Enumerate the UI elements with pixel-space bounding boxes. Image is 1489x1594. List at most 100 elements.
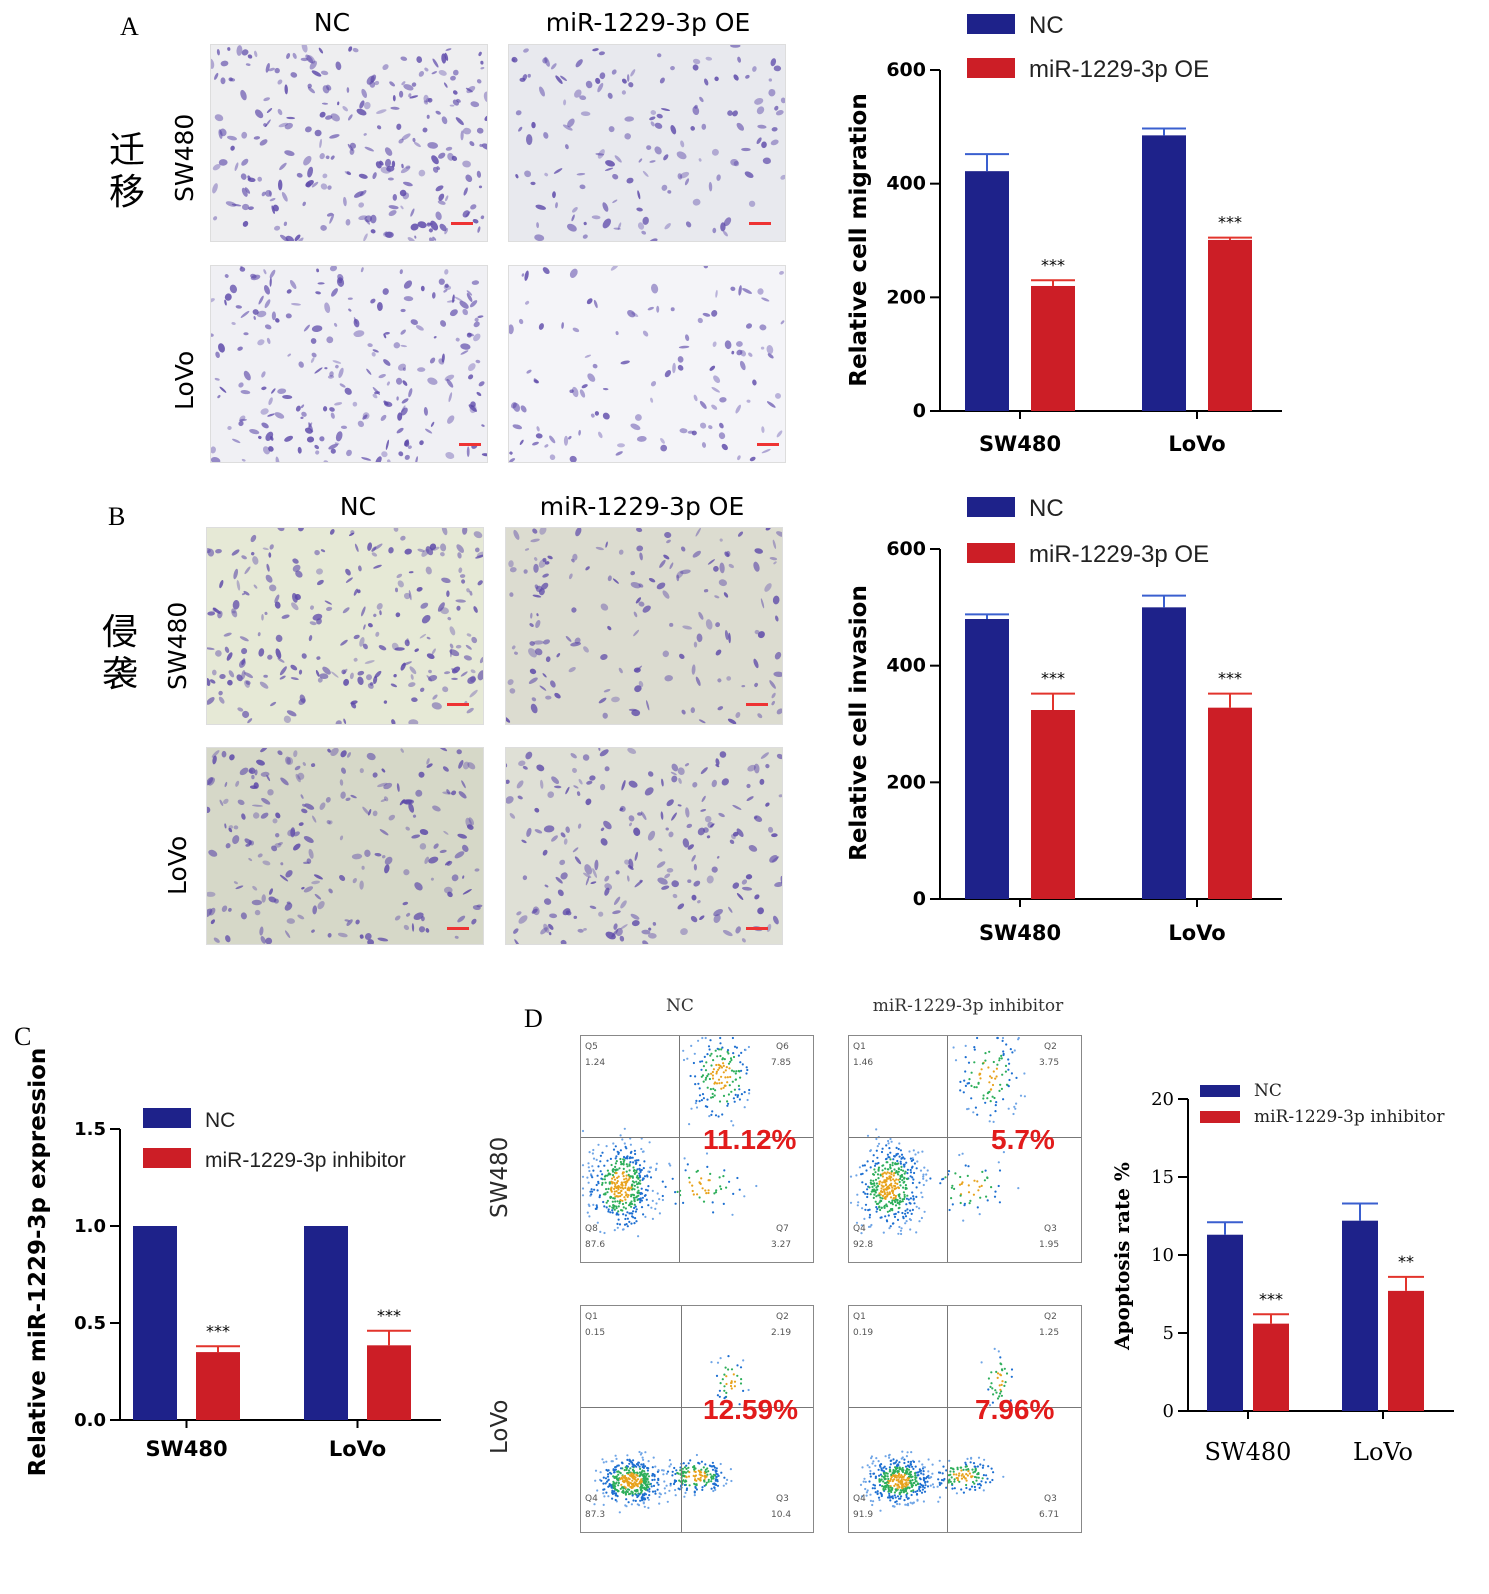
legend-label: miR-1229-3p OE bbox=[1029, 541, 1209, 568]
quadrant-value: 92.8 bbox=[853, 1240, 874, 1250]
category-label: SW480 bbox=[1205, 1438, 1292, 1466]
bar-treatment bbox=[196, 1352, 240, 1420]
legend-swatch bbox=[967, 14, 1015, 34]
category-label: SW480 bbox=[145, 1437, 227, 1461]
category-label: LoVo bbox=[1353, 1438, 1413, 1466]
y-tick-label: 600 bbox=[886, 538, 926, 560]
quadrant-label: Q3 bbox=[1044, 1224, 1057, 1234]
column-label-oe: miR-1229-3p OE bbox=[545, 8, 751, 37]
quadrant-value: 91.9 bbox=[853, 1510, 874, 1520]
stain-texture bbox=[506, 748, 782, 944]
micrograph bbox=[505, 527, 783, 725]
panel-label-c: C bbox=[14, 1022, 32, 1051]
y-tick-label: 0.5 bbox=[74, 1313, 106, 1334]
column-label-nc: NC bbox=[313, 8, 351, 37]
column-label-nc: NC bbox=[666, 996, 694, 1016]
apoptosis-percent: 5.7% bbox=[991, 1124, 1055, 1155]
quadrant-label: Q2 bbox=[1044, 1312, 1057, 1322]
legend-swatch bbox=[967, 497, 1015, 517]
bar-nc bbox=[1142, 607, 1186, 899]
bar-treatment bbox=[1388, 1290, 1424, 1411]
micrograph bbox=[206, 527, 484, 725]
legend-label: miR-1229-3p OE bbox=[1029, 56, 1209, 83]
quadrant-value: 1.95 bbox=[1039, 1240, 1060, 1250]
significance-label: *** bbox=[1218, 213, 1242, 232]
category-label: SW480 bbox=[979, 432, 1061, 456]
scatter-dots bbox=[581, 1036, 758, 1238]
bar-nc bbox=[304, 1226, 348, 1420]
scale-bar bbox=[451, 222, 473, 225]
stain-texture bbox=[207, 528, 483, 724]
bar-nc bbox=[133, 1226, 177, 1420]
flow-cytometry-plot: Q1 0.19 Q2 1.25 Q4 91.9 Q3 6.71 7.96% bbox=[848, 1305, 1082, 1533]
scale-bar bbox=[757, 443, 779, 446]
bar-nc bbox=[965, 171, 1009, 411]
scatter-dots bbox=[593, 1355, 750, 1514]
y-axis-label: Relative miR-1229-3p expression bbox=[25, 1048, 51, 1477]
legend-swatch bbox=[967, 543, 1015, 563]
legend-label: NC bbox=[1029, 495, 1064, 522]
bar-treatment bbox=[1208, 239, 1252, 411]
quadrant-label: Q8 bbox=[585, 1224, 598, 1234]
panel-label-a: A bbox=[120, 12, 139, 41]
micrograph bbox=[508, 265, 786, 463]
scale-bar bbox=[447, 927, 469, 930]
quadrant-value: 2.19 bbox=[771, 1328, 792, 1338]
quadrant-value: 7.85 bbox=[771, 1058, 792, 1068]
quadrant-value: 1.25 bbox=[1039, 1328, 1060, 1338]
stain-texture bbox=[511, 45, 785, 241]
flow-cytometry-plot: Q5 1.24 Q6 7.85 Q8 87.6 Q7 3.27 11.12% bbox=[580, 1035, 814, 1263]
scatter-dots bbox=[849, 1036, 1026, 1236]
bar-nc bbox=[1142, 135, 1186, 411]
y-tick-label: 5 bbox=[1163, 1323, 1174, 1344]
quadrant-label: Q4 bbox=[853, 1224, 866, 1234]
bar-nc bbox=[1342, 1220, 1378, 1411]
apoptosis-percent: 12.59% bbox=[703, 1394, 798, 1425]
quadrant-value: 0.19 bbox=[853, 1328, 874, 1338]
y-tick-label: 400 bbox=[886, 173, 926, 195]
significance-label: *** bbox=[1041, 255, 1065, 274]
legend-label: NC bbox=[1029, 12, 1064, 39]
stain-texture bbox=[211, 266, 487, 462]
y-tick-label: 10 bbox=[1151, 1245, 1174, 1266]
y-tick-label: 0 bbox=[913, 400, 926, 422]
panel-label-b: B bbox=[108, 502, 126, 531]
micrograph bbox=[505, 747, 783, 945]
significance-label: *** bbox=[206, 1321, 230, 1340]
significance-label: *** bbox=[377, 1306, 401, 1325]
quadrant-label: Q2 bbox=[776, 1312, 789, 1322]
legend-swatch bbox=[143, 1108, 191, 1128]
stain-texture bbox=[506, 528, 782, 724]
micrograph bbox=[206, 747, 484, 945]
legend-label: NC bbox=[1254, 1081, 1282, 1101]
category-label: LoVo bbox=[329, 1437, 386, 1461]
bar-treatment bbox=[367, 1345, 411, 1420]
quadrant-label: Q4 bbox=[585, 1494, 598, 1504]
category-label: LoVo bbox=[1168, 432, 1225, 456]
quadrant-label: Q6 bbox=[776, 1042, 789, 1052]
quadrant-label: Q5 bbox=[585, 1042, 598, 1052]
y-tick-label: 0 bbox=[1163, 1401, 1174, 1422]
apoptosis-percent: 11.12% bbox=[703, 1124, 797, 1155]
side-label-migration: 迁移 bbox=[108, 130, 145, 213]
quadrant-value: 1.46 bbox=[853, 1058, 874, 1068]
y-tick-label: 20 bbox=[1151, 1089, 1174, 1110]
bar-treatment bbox=[1208, 707, 1252, 899]
bar-nc bbox=[965, 619, 1009, 899]
quadrant-label: Q3 bbox=[776, 1494, 789, 1504]
y-axis-label: Apoptosis rate % bbox=[1110, 1162, 1134, 1351]
apoptosis-percent: 7.96% bbox=[975, 1394, 1055, 1425]
micrograph bbox=[210, 44, 488, 242]
scale-bar bbox=[746, 927, 768, 930]
scatter-dots bbox=[859, 1347, 1014, 1512]
legend-swatch bbox=[967, 58, 1015, 78]
legend-swatch bbox=[143, 1148, 191, 1168]
bar-treatment bbox=[1253, 1323, 1289, 1411]
legend-label: miR-1229-3p inhibitor bbox=[1254, 1107, 1445, 1127]
quadrant-label: Q1 bbox=[853, 1312, 866, 1322]
y-axis-label: Relative cell migration bbox=[846, 93, 872, 386]
scale-bar bbox=[447, 703, 469, 706]
flow-cytometry-plot: Q1 1.46 Q2 3.75 Q4 92.8 Q3 1.95 5.7% bbox=[848, 1035, 1082, 1263]
